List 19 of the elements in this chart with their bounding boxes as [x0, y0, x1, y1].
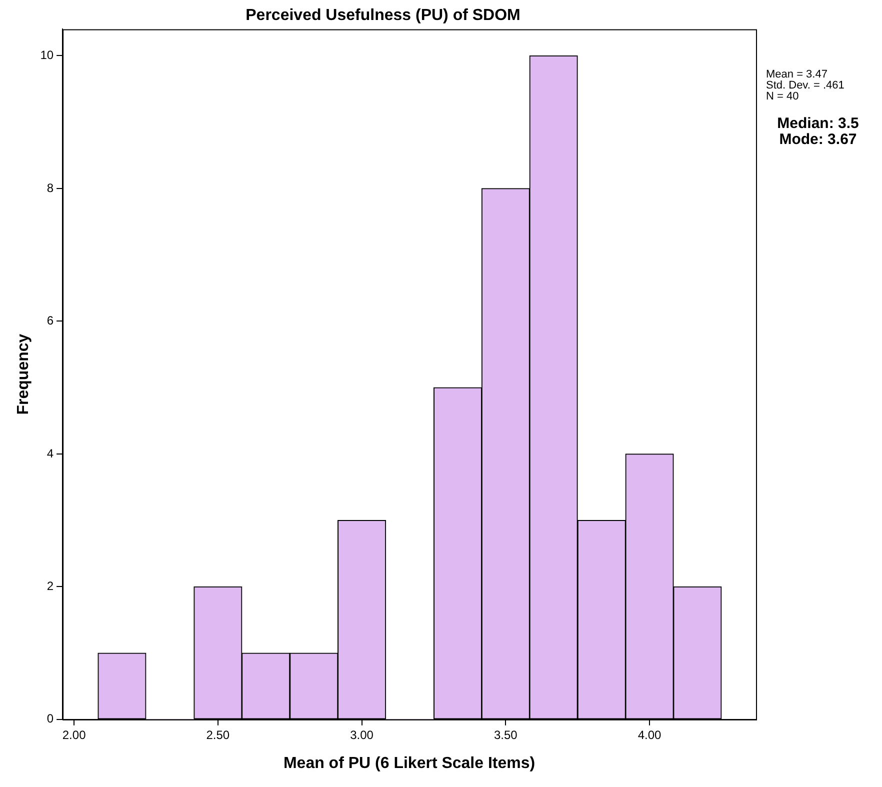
text: Median: 3.5: [777, 114, 859, 132]
y-tick-label: 8: [46, 180, 54, 195]
y-axis-title: Frequency: [15, 334, 32, 415]
y-tick-label: 4: [46, 446, 54, 460]
x-tick-label: 3.00: [350, 728, 374, 742]
x-tick-label: 3.50: [494, 728, 518, 742]
x-axis-title: Mean of PU (6 Likert Scale Items): [283, 754, 536, 772]
y-tick-label: 0: [46, 712, 54, 726]
x-tick-label: 4.00: [638, 728, 662, 742]
chart-title: Perceived Usefulness (PU) of SDOM: [246, 7, 520, 24]
y-tick-label: 6: [46, 314, 54, 328]
text: Mean = 3.47: [766, 68, 828, 81]
text: Std. Dev. = .461: [766, 80, 844, 92]
text: N = 40: [766, 90, 799, 103]
y-tick-label: 2: [46, 578, 54, 593]
x-tick-label: 2.50: [206, 728, 230, 742]
y-tick-label: 10: [40, 48, 54, 62]
text: Mode: 3.67: [779, 130, 857, 148]
x-tick-label: 2.00: [62, 728, 86, 742]
